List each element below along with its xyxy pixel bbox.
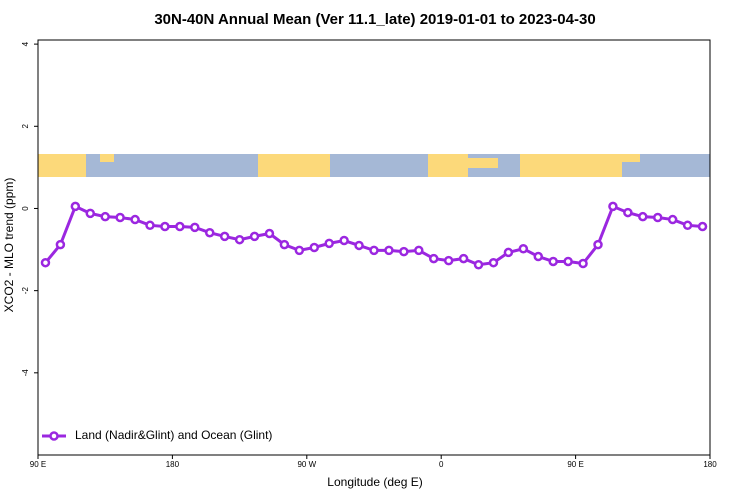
data-point: [458, 253, 469, 264]
x-tick-label: 0: [439, 460, 444, 469]
data-point: [249, 231, 260, 242]
data-point: [682, 220, 693, 231]
y-axis-label: XCO2 - MLO trend (ppm): [2, 178, 16, 313]
x-tick-label: 90 E: [30, 460, 46, 469]
data-point: [175, 221, 185, 232]
y-tick-label: 4: [21, 41, 30, 46]
x-axis-label: Longitude (deg E): [327, 475, 422, 489]
data-point: [160, 221, 170, 232]
data-point: [473, 260, 484, 270]
data-point: [369, 245, 379, 256]
data-point: [384, 245, 394, 256]
data-point: [399, 246, 409, 257]
data-point: [518, 243, 529, 254]
data-point: [593, 239, 603, 250]
series-line: [44, 204, 703, 267]
data-point: [578, 258, 588, 269]
data-point: [443, 255, 454, 266]
data-point: [219, 231, 230, 242]
data-point: [608, 201, 618, 212]
plot-frame: [37, 39, 711, 456]
data-point: [264, 228, 275, 239]
data-point: [115, 212, 125, 223]
y-tick-label: 0: [21, 206, 30, 211]
data-point: [563, 256, 573, 267]
data-point: [279, 239, 290, 250]
data-point: [503, 247, 514, 258]
data-point: [294, 245, 305, 256]
x-tick-label: 90 E: [567, 460, 583, 469]
data-point: [414, 245, 424, 256]
x-tick-label: 180: [703, 460, 717, 469]
data-point: [145, 220, 155, 231]
data-point: [697, 221, 708, 232]
data-point: [70, 201, 81, 212]
data-point: [488, 257, 499, 268]
data-point: [548, 256, 558, 267]
data-point: [55, 239, 66, 250]
data-point: [324, 238, 334, 249]
legend-label: Land (Nadir&Glint) and Ocean (Glint): [75, 428, 272, 442]
data-point: [309, 242, 320, 253]
data-point: [428, 253, 439, 264]
data-point: [354, 240, 364, 251]
y-tick-label: -2: [21, 287, 30, 295]
data-point: [234, 234, 245, 245]
data-point: [100, 211, 110, 222]
data-point: [533, 251, 544, 262]
data-point: [339, 235, 349, 246]
legend-marker: [49, 431, 59, 441]
x-tick-label: 180: [166, 460, 180, 469]
data-point: [130, 214, 140, 225]
data-point: [190, 222, 200, 233]
data-point: [667, 214, 678, 225]
data-point: [638, 211, 648, 222]
data-point: [40, 257, 51, 268]
land-ocean-map: [38, 154, 710, 177]
y-tick-label: -4: [21, 369, 30, 377]
data-point: [652, 212, 663, 223]
chart-title: 30N-40N Annual Mean (Ver 11.1_late) 2019…: [154, 11, 595, 28]
data-point: [204, 227, 215, 238]
y-tick-label: 2: [21, 124, 30, 129]
x-tick-label: 90 W: [297, 460, 316, 469]
data-point: [85, 208, 96, 219]
data-point: [623, 207, 633, 218]
